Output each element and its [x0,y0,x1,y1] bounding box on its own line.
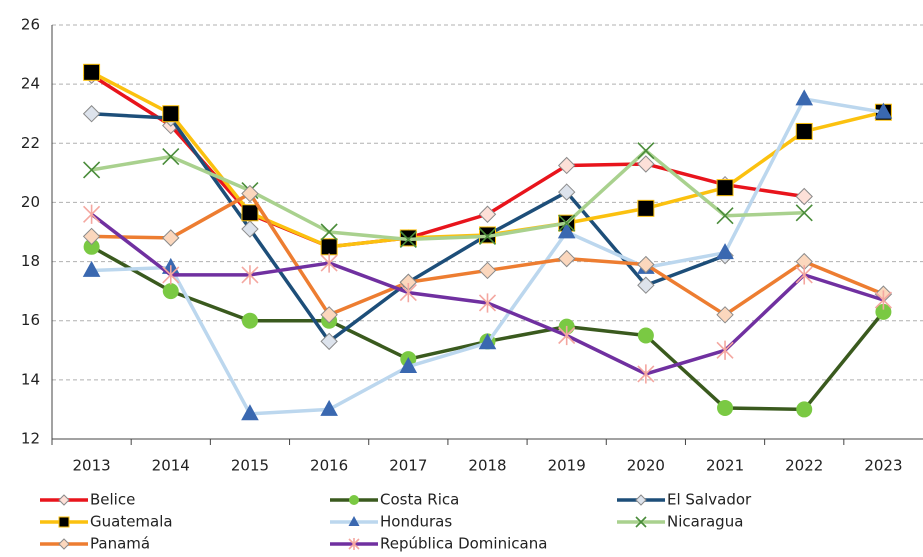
legend-label: República Dominicana [380,535,547,553]
y-tick-label: 18 [21,252,40,270]
marker [83,204,101,224]
legend-marker [635,494,647,506]
legend-label: Panamá [90,535,150,553]
marker [795,89,814,106]
legend-marker [348,538,360,550]
legend-marker [348,516,360,526]
legend-label: Belice [90,491,135,509]
marker [320,238,338,256]
marker [241,312,258,329]
marker [399,230,417,248]
x-tick-label: 2020 [627,457,665,475]
marker [558,214,576,232]
marker [637,155,655,173]
marker [874,290,892,310]
marker [716,207,734,225]
marker [478,293,497,313]
x-tick-label: 2015 [231,457,269,475]
marker [637,276,655,294]
series-line [90,73,805,249]
legend-marker [58,516,70,528]
marker [637,327,654,344]
marker [795,265,813,285]
legend-marker [58,494,70,506]
marker [83,161,101,179]
legend-label: Nicaragua [667,513,743,531]
marker [557,249,576,268]
marker [875,303,892,320]
marker [320,223,338,241]
series-line [91,97,884,416]
marker [320,399,338,416]
y-tick-label: 22 [21,134,40,152]
marker [795,187,813,206]
marker [241,184,259,203]
marker [716,179,734,197]
marker [162,283,179,300]
marker [162,148,180,166]
marker [557,222,576,239]
marker [637,142,655,160]
y-tick-label: 24 [21,75,40,93]
y-tick-label: 16 [21,311,40,329]
y-tick-label: 12 [21,430,40,448]
x-tick-label: 2019 [548,457,586,475]
marker [399,356,418,373]
marker [320,253,338,273]
marker [637,364,655,384]
x-tick-label: 2016 [310,457,348,475]
marker [399,283,417,303]
marker [637,255,655,274]
marker [716,306,734,324]
x-tick-label: 2013 [72,457,110,475]
marker [82,105,101,123]
x-tick-label: 2018 [468,457,506,475]
legend-marker [349,495,359,505]
marker [241,404,259,421]
marker [717,399,734,416]
y-tick-label: 26 [21,16,40,34]
x-tick-label: 2022 [785,457,823,475]
legend-label: Costa Rica [380,491,459,509]
x-tick-label: 2023 [864,457,902,475]
marker [478,227,497,246]
marker [557,156,576,175]
y-tick-label: 20 [21,193,40,211]
x-tick-label: 2014 [152,457,190,475]
marker [558,325,576,346]
legend-label: Guatemala [90,513,173,531]
legend-label: Honduras [380,513,452,531]
marker [557,183,576,201]
marker [795,204,813,222]
x-tick-label: 2017 [389,457,427,475]
marker [716,340,734,360]
legend-marker [58,538,70,550]
marker [83,63,101,81]
marker [478,261,497,280]
y-tick-label: 14 [21,370,40,388]
marker [874,102,893,119]
marker [796,401,813,418]
legend-label: El Salvador [667,491,752,509]
marker [241,204,259,222]
series-line [91,148,805,242]
marker [82,260,101,277]
marker [82,227,101,246]
marker [83,238,100,255]
marker [637,199,655,217]
marker [162,105,180,123]
marker [320,332,338,351]
marker [241,220,259,238]
marker [241,265,259,285]
marker [716,243,734,260]
marker [162,229,180,247]
legend-marker [635,516,647,528]
marker [320,306,338,324]
marker [795,122,813,140]
marker [162,265,180,285]
x-tick-label: 2021 [706,457,744,475]
marker [478,333,497,350]
marker [478,205,497,223]
